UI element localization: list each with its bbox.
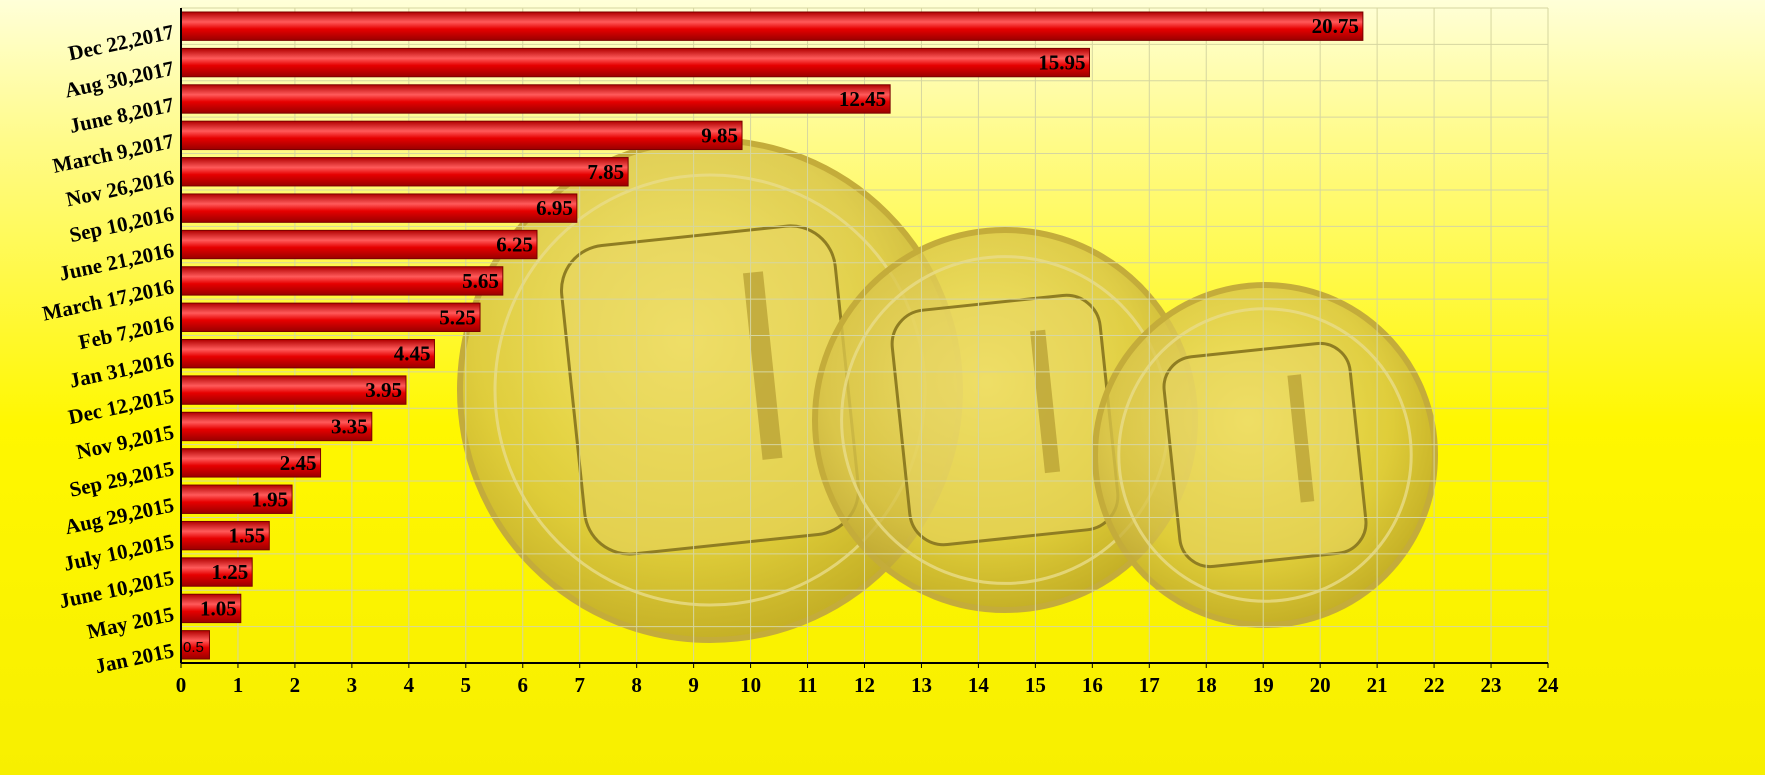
bar <box>180 11 1364 41</box>
bar <box>180 339 435 369</box>
x-tick-label: 5 <box>461 673 472 697</box>
coin-face <box>890 293 1120 547</box>
bar <box>180 302 481 332</box>
coin-icon <box>812 227 1198 613</box>
x-tick-label: 13 <box>911 673 932 697</box>
x-tick-label: 20 <box>1310 673 1331 697</box>
x-tick-label: 6 <box>518 673 529 697</box>
coin-symbol <box>742 271 783 460</box>
coin-icon <box>1092 282 1438 628</box>
x-tick-label: 0 <box>176 673 187 697</box>
data-label: 1.55 <box>229 524 266 548</box>
coin-illustration <box>457 137 1438 643</box>
bar <box>180 411 373 442</box>
coin-face <box>1162 341 1368 569</box>
x-tick-label: 11 <box>798 673 818 697</box>
data-label: 1.95 <box>251 487 288 511</box>
data-label: 20.75 <box>1312 14 1359 38</box>
data-label: 9.85 <box>701 123 738 147</box>
x-tick-label: 18 <box>1196 673 1217 697</box>
data-label: 1.25 <box>211 560 248 584</box>
data-label: 6.25 <box>496 233 533 257</box>
x-tick-label: 15 <box>1025 673 1046 697</box>
data-label: 6.95 <box>536 196 573 220</box>
bar <box>180 484 293 514</box>
data-label: 3.35 <box>331 414 368 438</box>
data-label: 2.45 <box>280 451 317 475</box>
bar <box>180 229 538 260</box>
category-label: Feb 7,2016 <box>76 311 176 355</box>
x-tick-label: 3 <box>347 673 358 697</box>
data-label: 4.45 <box>394 342 431 366</box>
coin-symbol <box>1030 329 1061 474</box>
x-tick-label: 9 <box>688 673 699 697</box>
category-label: May 2015 <box>85 602 176 644</box>
bar <box>180 448 322 478</box>
x-tick-label: 21 <box>1367 673 1388 697</box>
x-tick-label: 24 <box>1538 673 1560 697</box>
bar <box>180 193 578 223</box>
bar <box>180 630 210 660</box>
data-label: 5.25 <box>439 305 476 329</box>
x-tick-label: 23 <box>1481 673 1502 697</box>
category-label: Nov 9,2015 <box>74 420 176 464</box>
bar <box>180 84 891 114</box>
x-tick-label: 8 <box>631 673 642 697</box>
bar <box>180 157 629 187</box>
x-tick-label: 2 <box>290 673 301 697</box>
data-label: 5.65 <box>462 269 499 293</box>
data-label: 7.85 <box>587 160 624 184</box>
bar <box>180 120 743 151</box>
data-label: 0.5 <box>183 639 204 656</box>
coin-icon <box>457 137 963 643</box>
coin-symbol <box>1287 374 1315 503</box>
x-tick-label: 4 <box>404 673 415 697</box>
coin-inner-ring <box>1117 307 1413 603</box>
x-tick-label: 19 <box>1253 673 1274 697</box>
bar <box>180 520 270 551</box>
data-label: 15.95 <box>1038 51 1085 75</box>
x-tick-label: 1 <box>233 673 244 697</box>
x-tick-label: 22 <box>1424 673 1445 697</box>
bar <box>180 557 253 587</box>
data-label: 3.95 <box>365 378 402 402</box>
bar <box>180 375 407 405</box>
x-tick-label: 12 <box>854 673 875 697</box>
x-tick-label: 10 <box>740 673 761 697</box>
x-tick-label: 14 <box>968 673 990 697</box>
x-tick-label: 7 <box>574 673 585 697</box>
category-label: Jan 2015 <box>93 638 176 678</box>
x-tick-label: 16 <box>1082 673 1103 697</box>
x-tick-label: 17 <box>1139 673 1160 697</box>
bar <box>180 47 1090 78</box>
bars: 0.5 1.05 1.25 1.55 1.95 2.45 3.35 3.95 4.45 5.25 5… <box>180 11 1364 660</box>
data-label: 1.05 <box>200 596 237 620</box>
bar <box>180 266 504 296</box>
data-label: 12.45 <box>839 87 886 111</box>
bar <box>180 593 242 624</box>
